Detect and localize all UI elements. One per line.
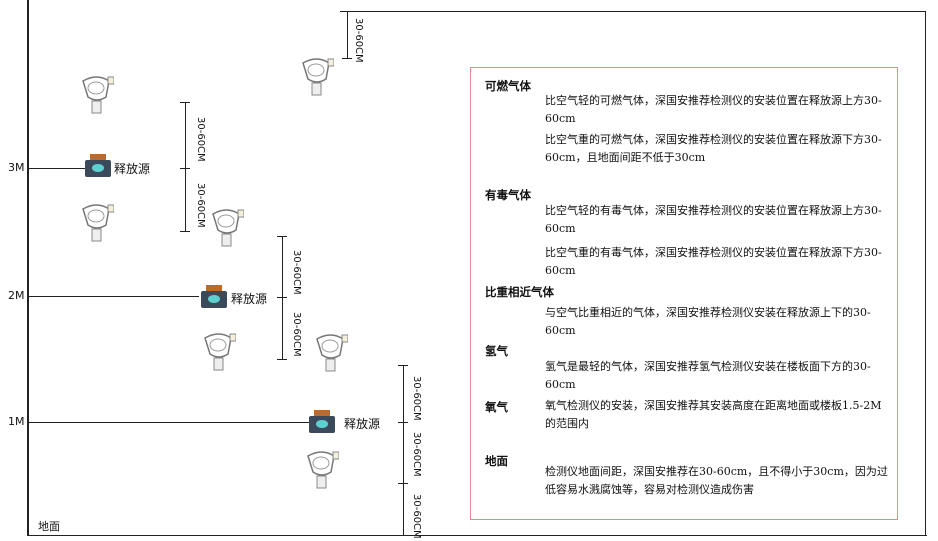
- release-source-label: 释放源: [231, 292, 268, 306]
- release-source-icon: [308, 410, 336, 434]
- release-source-label: 释放源: [344, 417, 381, 431]
- hydrogen-text: 氢气是最轻的气体，深国安推荐氢气检测仪安装在楼板面下方的30-60cm: [545, 360, 871, 391]
- dimension-label: 30-60CM: [411, 432, 422, 477]
- ground-text: 检测仪地面间距，深国安推荐在30-60cm，且不得小于30cm，因为过低容易水溅…: [545, 465, 888, 496]
- combustible-title: 可燃气体: [485, 79, 531, 93]
- toxic-title: 有毒气体: [485, 188, 531, 202]
- oxygen-text: 氧气检测仪的安装，深国安推荐其安装高度在距离地面或楼板1.5-2M的范围内: [545, 399, 882, 430]
- dimension-line: [185, 102, 186, 232]
- level-2m: 2M: [8, 289, 25, 302]
- oxygen-title: 氧气: [485, 400, 508, 414]
- dimension-line: [403, 365, 404, 535]
- similar-title: 比重相近气体: [485, 285, 554, 299]
- gas-detector-icon: [300, 57, 334, 97]
- release-source-label: 释放源: [114, 162, 151, 176]
- dimension-label: 30-60CM: [291, 250, 302, 295]
- dimension-label: 30-60CM: [411, 376, 422, 421]
- combustible-light-text: 比空气轻的可燃气体，深国安推荐检测仪的安装位置在释放源上方30-60cm: [545, 94, 882, 125]
- dimension-label: 30-60CM: [195, 117, 206, 162]
- hydrogen-title: 氢气: [485, 344, 508, 358]
- installation-guidelines-panel: 可燃气体 比空气轻的可燃气体，深国安推荐检测仪的安装位置在释放源上方30-60c…: [470, 67, 898, 520]
- similar-text: 与空气比重相近的气体，深国安推荐检测仪安装在释放源上下的30-60cm: [545, 306, 871, 337]
- gas-detector-icon: [210, 208, 244, 248]
- level-3m: 3M: [8, 161, 25, 174]
- release-source-icon: [200, 285, 228, 309]
- gas-detector-icon: [305, 450, 339, 490]
- dimension-label: 30-60CM: [411, 494, 422, 539]
- gas-detector-icon: [80, 203, 114, 243]
- gas-detector-icon: [314, 333, 348, 373]
- level-1m: 1M: [8, 415, 25, 428]
- height-axis: [27, 0, 29, 536]
- toxic-light-text: 比空气轻的有毒气体，深国安推荐检测仪的安装位置在释放源上方30-60cm: [545, 204, 882, 235]
- level-1m-line: [27, 422, 311, 423]
- dimension-line: [347, 11, 348, 59]
- ground-title: 地面: [485, 454, 508, 468]
- level-3m-line: [27, 168, 85, 169]
- ceiling-line: [340, 11, 926, 12]
- ground-line: [27, 535, 927, 536]
- dimension-label: 30-60CM: [353, 18, 364, 63]
- dimension-label: 30-60CM: [291, 312, 302, 357]
- dimension-label: 30-60CM: [195, 183, 206, 228]
- ground-label: 地面: [38, 520, 60, 533]
- release-source-icon: [84, 154, 112, 178]
- combustible-heavy-text: 比空气重的可燃气体，深国安推荐检测仪的安装位置在释放源下方30-60cm，且地面…: [545, 133, 882, 164]
- dimension-line: [282, 236, 283, 360]
- gas-detector-icon: [202, 332, 236, 372]
- gas-detector-icon: [80, 75, 114, 115]
- right-wall: [925, 11, 926, 536]
- level-2m-line: [27, 296, 199, 297]
- toxic-heavy-text: 比空气重的有毒气体，深国安推荐检测仪的安装位置在释放源下方30-60cm: [545, 246, 882, 277]
